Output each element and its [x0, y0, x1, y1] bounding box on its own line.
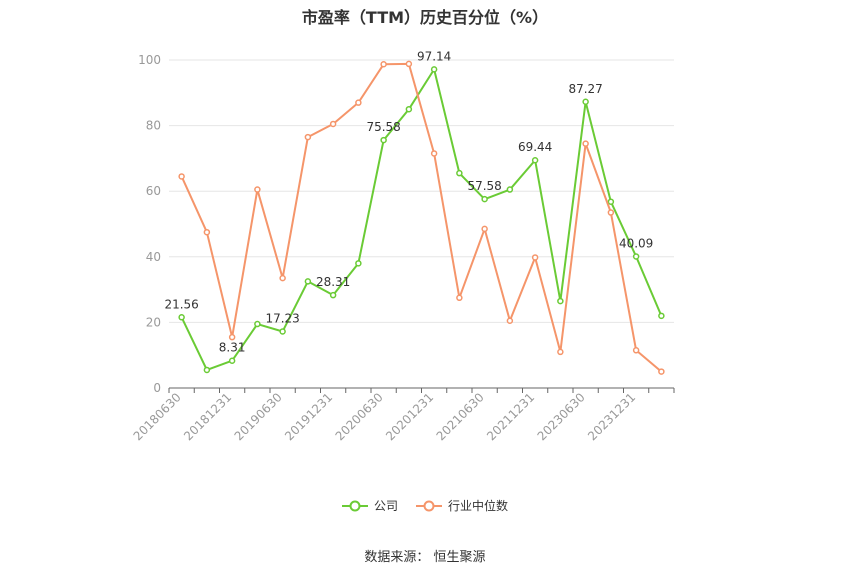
x-tick-label: 20191231	[282, 390, 335, 443]
data-point-0	[203, 366, 211, 374]
data-point-1	[557, 348, 564, 356]
data-point-1	[254, 186, 261, 193]
data-point-0	[279, 328, 286, 335]
y-tick-label: 80	[146, 119, 161, 133]
legend-label-company: 公司	[373, 499, 398, 513]
data-point-1	[456, 294, 463, 302]
x-tick-label: 20211231	[484, 390, 537, 443]
data-point-0	[405, 105, 413, 113]
y-tick-label: 0	[153, 381, 161, 395]
x-tick-label: 20200630	[333, 390, 386, 443]
legend-swatch-company	[341, 500, 368, 511]
series-line-1	[180, 62, 663, 373]
grid-lines	[169, 59, 674, 323]
data-point-0	[430, 66, 438, 73]
data-point-0	[228, 357, 236, 364]
x-tick-label: 20201231	[383, 390, 436, 443]
data-point-1	[582, 140, 589, 147]
y-tick-label: 40	[146, 250, 161, 264]
data-label: 8.31	[219, 341, 246, 355]
y-tick-label: 60	[146, 184, 161, 198]
x-tick-label: 20210630	[434, 390, 487, 443]
data-point-0	[557, 297, 564, 305]
y-tick-label: 20	[146, 315, 161, 329]
y-tick-label: 100	[138, 53, 161, 67]
data-point-0	[380, 136, 387, 144]
data-point-1	[430, 150, 438, 157]
data-point-0	[582, 98, 589, 106]
data-point-1	[658, 368, 665, 375]
data-label: 87.27	[568, 82, 602, 96]
data-label: 17.23	[265, 311, 299, 325]
data-point-0	[658, 312, 665, 320]
data-point-1	[481, 225, 488, 233]
data-label: 69.44	[518, 140, 552, 154]
data-point-1	[329, 120, 337, 128]
data-point-0	[456, 169, 463, 177]
data-point-1	[304, 133, 312, 141]
data-point-0	[607, 198, 615, 205]
series-layer	[178, 60, 665, 375]
data-point-0	[632, 253, 640, 260]
data-label: 97.14	[417, 49, 451, 63]
x-tick-label: 20231231	[585, 390, 638, 443]
data-point-1	[506, 317, 514, 325]
chart-title: 市盈率（TTM）历史百分位（%）	[301, 8, 549, 27]
data-labels: 21.56 8.31 17.23 28.31 75.58 97.14 57.58 69.44 8…	[164, 49, 653, 354]
data-label: 28.31	[316, 275, 350, 289]
data-point-0	[178, 314, 185, 321]
series-line-0	[180, 68, 663, 371]
data-point-1	[405, 60, 413, 68]
data-point-1	[228, 333, 236, 341]
data-point-1	[279, 274, 286, 282]
data-point-1	[607, 209, 615, 216]
data-point-1	[355, 99, 362, 106]
axes: 0 20 40 60 80 100 2018063020181231201906302019…	[131, 53, 675, 443]
data-point-1	[380, 61, 387, 68]
data-label: 40.09	[619, 237, 653, 251]
data-point-1	[632, 347, 640, 354]
data-point-0	[506, 186, 514, 193]
data-point-1	[531, 254, 539, 261]
legend: 公司 行业中位数	[0, 497, 850, 514]
data-label: 21.56	[164, 297, 198, 311]
data-point-1	[178, 173, 185, 180]
x-tick-label: 20230630	[535, 390, 588, 443]
data-point-0	[329, 291, 337, 299]
x-tick-label: 20181231	[181, 390, 234, 443]
data-point-0	[254, 320, 261, 328]
legend-swatch-industry-median	[416, 500, 442, 511]
legend-label-industry-median: 行业中位数	[448, 499, 509, 513]
data-point-0	[304, 278, 312, 285]
source-note: 数据来源： 恒生聚源	[364, 550, 486, 565]
legend-item-company[interactable]: 公司	[341, 497, 398, 514]
data-label: 57.58	[467, 179, 501, 193]
x-tick-label: 20180630	[131, 390, 184, 443]
data-point-0	[355, 260, 362, 267]
data-point-0	[531, 156, 539, 164]
x-tick-label: 20190630	[232, 390, 285, 443]
data-point-1	[203, 228, 211, 236]
data-point-0	[481, 195, 488, 203]
legend-item-industry-median[interactable]: 行业中位数	[416, 497, 508, 514]
data-label: 75.58	[366, 120, 400, 134]
